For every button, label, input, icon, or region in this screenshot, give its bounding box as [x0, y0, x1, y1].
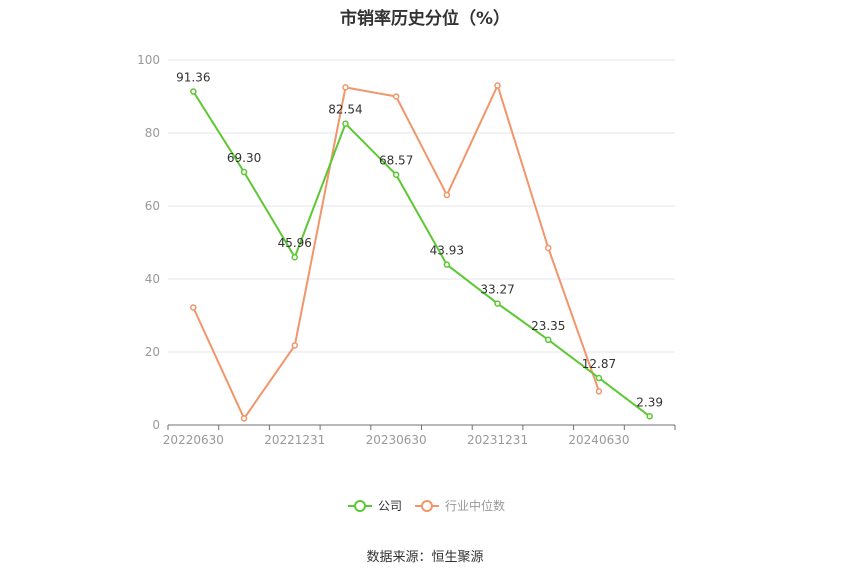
- legend-label: 公司: [378, 499, 402, 513]
- series-line-company: [192, 90, 651, 418]
- y-tick-label: 100: [137, 53, 160, 67]
- data-point-industry-median[interactable]: [342, 84, 349, 91]
- legend-item-company[interactable]: 公司: [348, 499, 402, 513]
- data-label: 23.35: [531, 319, 565, 333]
- data-label: 12.87: [582, 357, 616, 371]
- x-tick-label: 20221231: [264, 433, 325, 447]
- legend[interactable]: 公司 行业中位数: [348, 498, 505, 513]
- data-point-industry-median[interactable]: [443, 191, 451, 199]
- data-point-company[interactable]: [240, 168, 248, 176]
- data-label: 43.93: [430, 244, 464, 258]
- series-layer: [190, 82, 653, 422]
- axes: 0 20 40 60 80 100 20220630 20221231 20230630 2023…: [137, 53, 676, 447]
- data-point-industry-median[interactable]: [545, 244, 552, 252]
- y-tick-label: 0: [152, 418, 160, 432]
- data-label: 45.96: [278, 236, 312, 250]
- data-point-company[interactable]: [646, 413, 653, 420]
- data-label: 91.36: [176, 71, 210, 85]
- data-label: 68.57: [379, 154, 413, 168]
- data-source-note: 数据来源：恒生聚源: [366, 550, 484, 565]
- legend-marker-icon: [354, 500, 366, 512]
- data-point-company[interactable]: [595, 374, 603, 382]
- x-tick-label: 20230630: [366, 433, 427, 447]
- data-point-company[interactable]: [291, 253, 298, 261]
- data-point-company[interactable]: [545, 336, 552, 344]
- data-point-company[interactable]: [190, 88, 197, 95]
- data-label: 82.54: [328, 103, 362, 117]
- data-label: 69.30: [227, 151, 261, 165]
- y-tick-label: 40: [145, 272, 160, 286]
- x-tick-label: 20231231: [467, 433, 528, 447]
- data-point-industry-median[interactable]: [595, 388, 603, 395]
- legend-marker-icon: [421, 500, 433, 512]
- data-point-industry-median[interactable]: [494, 82, 501, 89]
- data-label: 33.27: [480, 283, 514, 297]
- data-point-industry-median[interactable]: [240, 415, 248, 422]
- data-point-company[interactable]: [494, 300, 501, 307]
- data-point-industry-median[interactable]: [392, 93, 400, 100]
- legend-item-industry-median[interactable]: 行业中位数: [415, 498, 505, 513]
- y-tick-label: 80: [145, 126, 160, 140]
- data-point-industry-median[interactable]: [291, 342, 298, 349]
- x-tick-label: 20240630: [568, 433, 629, 447]
- y-tick-label: 60: [145, 199, 160, 213]
- data-labels: 91.36 69.30 45.96 82.54 68.57 43.93 33.27 23.35…: [176, 71, 663, 410]
- data-point-company[interactable]: [392, 171, 400, 178]
- grid-lines: [168, 59, 675, 353]
- data-point-company[interactable]: [342, 120, 349, 127]
- series-line-industry-median: [192, 84, 600, 420]
- data-label: 2.39: [636, 395, 663, 409]
- legend-label: 行业中位数: [445, 498, 505, 513]
- y-tick-label: 20: [145, 345, 160, 359]
- data-point-company[interactable]: [443, 261, 451, 268]
- x-tick-label: 20220630: [163, 433, 224, 447]
- data-point-industry-median[interactable]: [190, 304, 197, 311]
- chart-title: 市销率历史分位（%）: [339, 9, 511, 29]
